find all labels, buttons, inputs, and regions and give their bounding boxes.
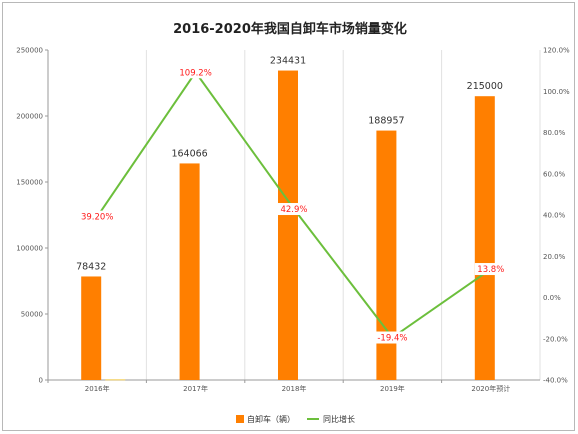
bar — [376, 130, 397, 380]
bars-layer — [81, 70, 495, 381]
growth-value-label: 109.2% — [179, 68, 211, 78]
growth-value-label: 13.8% — [477, 265, 504, 275]
axis-layer: 0 50000 100000 150000 200000 250000 -40.0% -20.… — [16, 47, 570, 394]
growth-value-label: -19.4% — [377, 334, 407, 344]
legend-label-bar: 自卸车（辆） — [247, 414, 295, 424]
growth-label-bg — [474, 263, 507, 276]
y-tick-right-label: 0.0% — [543, 294, 561, 302]
y-tick-left-label: 250000 — [16, 47, 43, 55]
bar-small — [105, 379, 126, 381]
growth-value-label: 39.20% — [81, 213, 113, 223]
y-tick-left-label: 200000 — [16, 113, 43, 121]
y-tick-right-label: -40.0% — [543, 377, 568, 385]
legend: 自卸车（辆） 同比增长 — [236, 414, 355, 424]
bar — [179, 163, 200, 380]
bar — [474, 96, 495, 380]
y-tick-left-label: 50000 — [21, 311, 43, 319]
y-tick-right-label: 80.0% — [543, 129, 566, 137]
bar — [81, 276, 102, 380]
y-tick-left-label: 0 — [39, 377, 43, 385]
growth-label-bg — [176, 66, 215, 79]
growth-label-bg — [373, 331, 412, 344]
growth-value-label: 42.9% — [280, 205, 307, 215]
y-tick-left-label: 150000 — [16, 179, 43, 187]
x-tick-label: 2020年预计 — [471, 384, 510, 393]
chart-title: 2016-2020年我国自卸车市场销量变化 — [173, 21, 407, 37]
x-tick-label: 2016年 — [85, 384, 110, 393]
labels-layer: 78432 164066 234431 188957 215000 39.20% 109.2… — [76, 56, 507, 344]
y-tick-right-label: -20.0% — [543, 335, 568, 343]
grid-layer — [145, 50, 541, 380]
chart: 2016-2020年我国自卸车市场销量变化 0 50000 100000 150000… — [16, 21, 570, 424]
bar — [278, 70, 298, 380]
x-tick-label: 2019年 — [380, 384, 405, 393]
y-tick-left-label: 100000 — [16, 245, 43, 253]
bar-value-label: 188957 — [368, 116, 404, 127]
y-tick-right-label: 40.0% — [543, 212, 566, 220]
bar-value-label: 164066 — [171, 148, 207, 159]
y-tick-right-label: 100.0% — [543, 88, 570, 96]
y-tick-right-label: 20.0% — [543, 253, 566, 261]
bar-value-label: 234431 — [270, 56, 306, 67]
chart-frame: 2016-2020年我国自卸车市场销量变化 0 50000 100000 150000… — [2, 2, 575, 431]
y-tick-right-label: 60.0% — [543, 170, 566, 178]
bar-value-label: 215000 — [467, 81, 503, 92]
growth-label-bg — [78, 210, 116, 223]
y-tick-right-label: 120.0% — [543, 47, 570, 55]
x-tick-label: 2017年 — [183, 384, 208, 393]
legend-label-line: 同比增长 — [323, 414, 355, 424]
legend-swatch-bar — [236, 415, 244, 423]
growth-label-bg — [278, 203, 310, 216]
x-tick-label: 2018年 — [282, 384, 307, 393]
bar-value-label: 78432 — [76, 261, 106, 272]
